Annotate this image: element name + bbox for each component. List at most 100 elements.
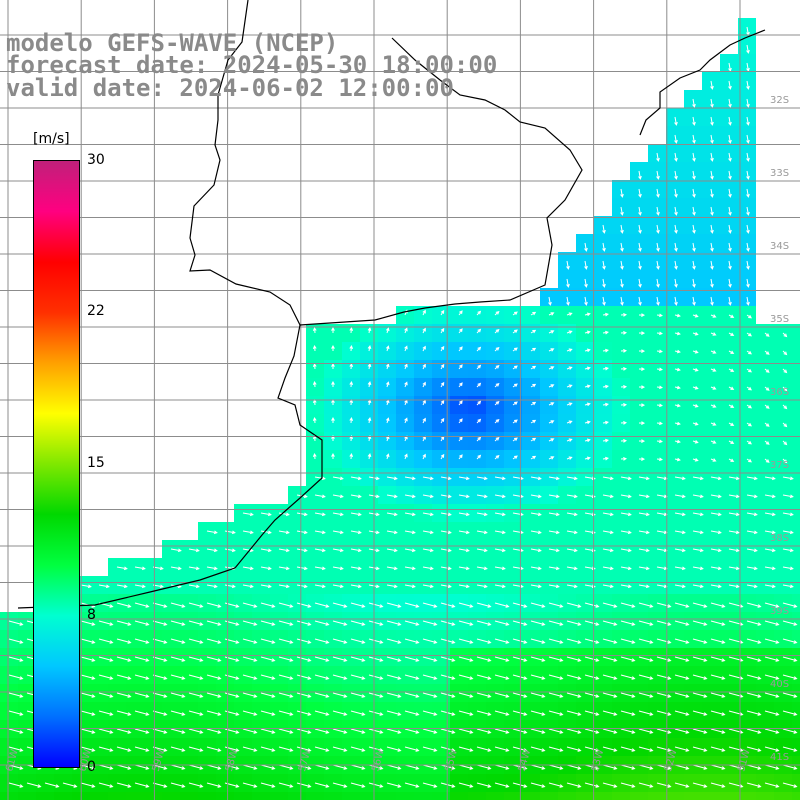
wind-arrow — [620, 278, 624, 288]
wind-arrow — [656, 656, 672, 662]
wind-arrow — [710, 260, 714, 270]
wind-speed-cell — [576, 792, 594, 800]
wind-arrow — [458, 620, 474, 626]
wind-arrow — [260, 656, 276, 662]
wind-arrow — [602, 330, 609, 335]
wind-speed-cell — [792, 540, 800, 558]
wind-arrow — [314, 566, 326, 571]
wind-arrow — [188, 746, 204, 752]
wind-arrow — [296, 728, 312, 734]
wind-arrow — [728, 584, 740, 589]
wind-arrow — [692, 116, 696, 126]
wind-arrow — [674, 530, 686, 535]
wind-arrow — [8, 782, 24, 788]
wind-arrow — [530, 383, 537, 388]
wind-arrow — [314, 602, 330, 608]
wind-arrow — [656, 170, 660, 180]
wind-arrow — [422, 530, 434, 535]
wind-arrow — [494, 566, 506, 571]
wind-arrow — [584, 674, 600, 680]
wind-arrow — [548, 548, 560, 553]
wind-arrow — [476, 530, 488, 535]
wind-arrow — [656, 457, 663, 462]
wind-arrow — [620, 330, 628, 335]
wind-arrow — [296, 656, 312, 662]
wind-arrow — [638, 170, 642, 180]
wind-arrow — [170, 656, 186, 662]
wind-arrow — [656, 278, 660, 288]
wind-arrow — [458, 476, 470, 481]
wind-arrow — [512, 383, 518, 388]
wind-arrow — [458, 310, 463, 316]
wind-arrow — [170, 638, 186, 644]
wind-arrow — [710, 728, 726, 734]
wind-arrow — [620, 494, 632, 499]
wind-arrow — [710, 602, 726, 608]
wind-arrow — [764, 620, 780, 626]
wind-arrow — [260, 674, 276, 680]
wind-arrow — [692, 692, 708, 698]
wind-arrow — [620, 188, 624, 198]
wind-arrow — [494, 454, 500, 460]
wind-arrow — [692, 584, 704, 589]
wind-arrow — [746, 764, 762, 770]
wind-arrow — [710, 206, 714, 216]
wind-arrow — [260, 566, 272, 571]
wind-arrow — [440, 638, 456, 644]
wind-arrow — [584, 728, 600, 734]
wind-speed-cell — [792, 396, 800, 414]
wind-arrow — [674, 764, 690, 770]
wind-speed-cell — [198, 792, 216, 800]
wind-arrow — [278, 530, 290, 535]
wind-arrow — [242, 728, 258, 734]
wind-speed-cell — [792, 576, 800, 594]
wind-arrow — [385, 381, 390, 388]
wind-arrow — [314, 530, 326, 535]
wind-arrow — [638, 638, 654, 644]
wind-arrow — [782, 422, 788, 428]
wind-arrow — [746, 530, 758, 535]
wind-speed-cell — [396, 792, 414, 800]
wind-arrow — [8, 638, 24, 644]
wind-arrow — [728, 170, 732, 180]
wind-arrow — [116, 764, 132, 770]
wind-arrow — [296, 782, 312, 788]
wind-arrow — [782, 476, 794, 481]
wind-arrow — [728, 260, 732, 270]
wind-speed-cell — [792, 774, 800, 792]
wind-arrow — [386, 548, 398, 553]
wind-arrow — [206, 602, 222, 608]
wind-arrow — [494, 584, 506, 589]
wind-speed-cell — [342, 792, 360, 800]
wind-arrow — [422, 710, 438, 716]
wind-arrow — [566, 402, 573, 406]
wind-arrow — [764, 440, 770, 445]
wind-arrow — [170, 566, 182, 571]
wind-arrow — [404, 453, 408, 460]
wind-arrow — [728, 458, 735, 462]
wind-arrow — [512, 566, 524, 571]
wind-arrow — [764, 692, 780, 698]
wind-speed-cell — [126, 792, 144, 800]
wind-arrow — [692, 530, 704, 535]
wind-arrow — [656, 242, 660, 252]
wind-arrow — [296, 620, 312, 626]
wind-arrow — [602, 438, 609, 443]
wind-speed-cell — [684, 792, 702, 800]
wind-arrow — [80, 692, 96, 698]
wind-arrow — [566, 330, 573, 334]
wind-arrow — [602, 728, 618, 734]
wind-arrow — [620, 512, 632, 517]
wind-speed-cell — [792, 342, 800, 360]
wind-arrow — [566, 746, 582, 752]
wind-arrow — [422, 381, 426, 388]
wind-arrow — [350, 530, 362, 535]
wind-arrow — [656, 421, 663, 426]
wind-arrow — [674, 296, 678, 306]
wind-arrow — [620, 584, 632, 589]
wind-arrow — [368, 746, 384, 752]
wind-arrow — [548, 764, 564, 770]
wind-arrow — [386, 584, 398, 589]
wind-arrow — [566, 674, 582, 680]
wind-arrow — [746, 170, 750, 180]
